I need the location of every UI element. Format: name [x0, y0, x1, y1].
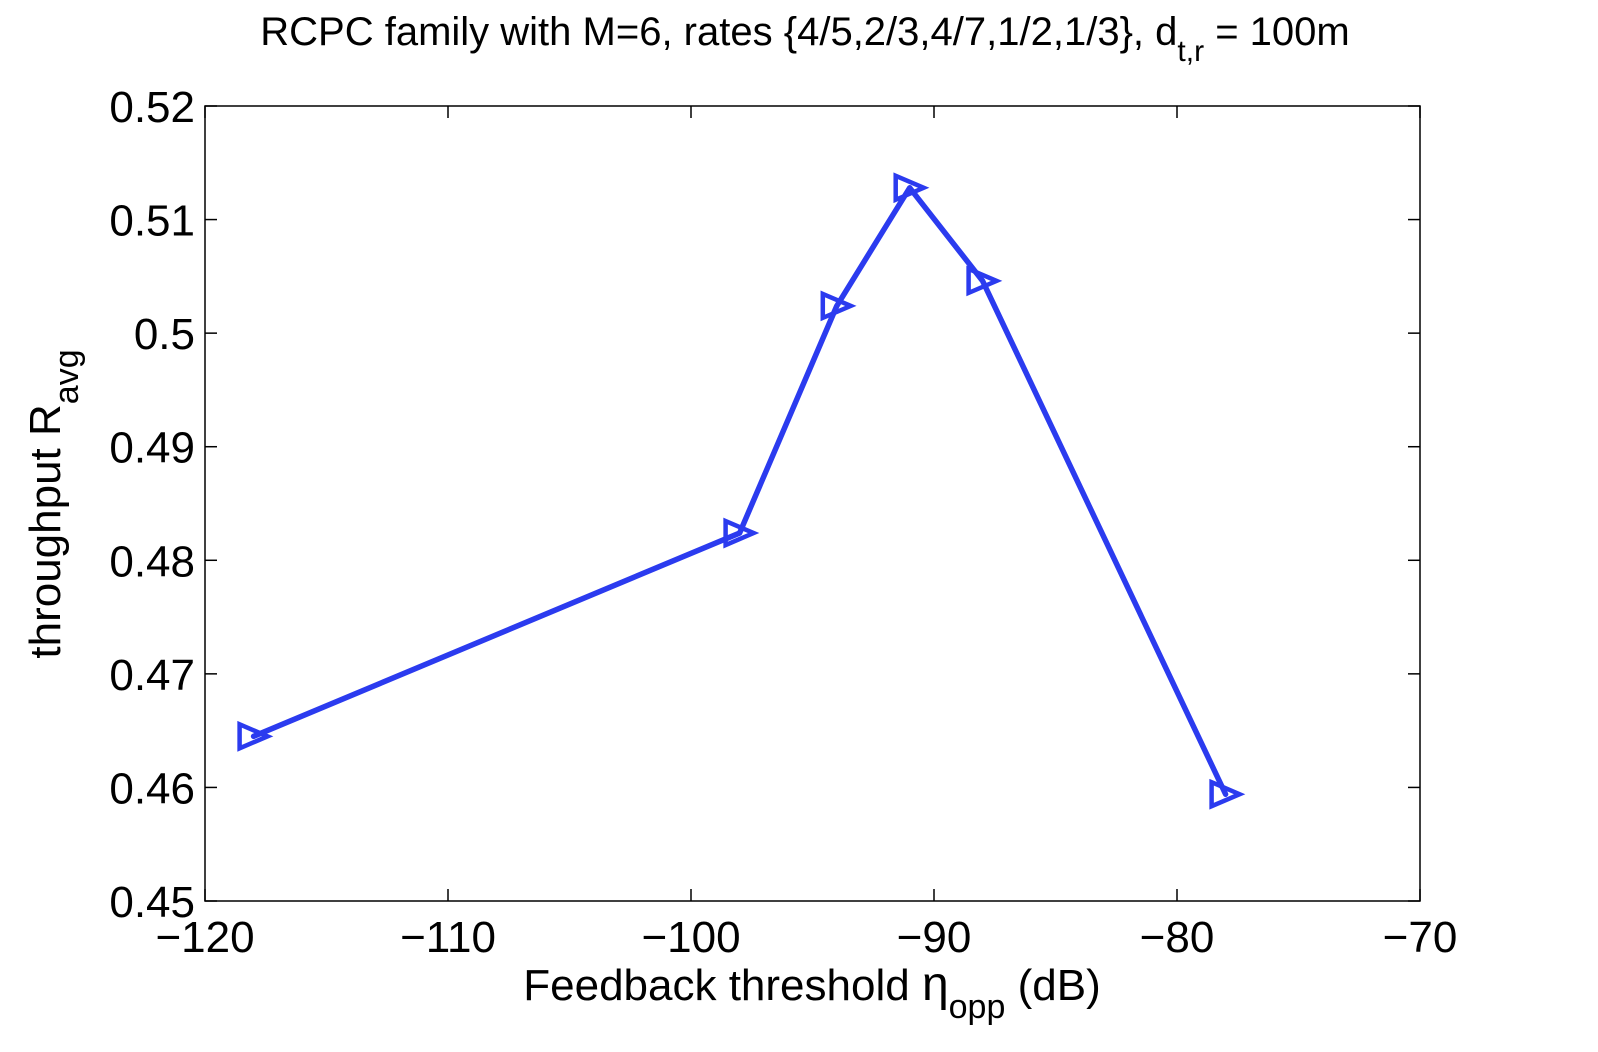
data-point-marker	[966, 265, 1003, 297]
series-group	[237, 172, 1246, 810]
y-tick-label: 0.5	[134, 310, 195, 359]
x-tick-labels: −120 −110 −100 −90 −80 −70	[155, 913, 1457, 962]
svg-text:RCPC family with M=6, rates {4: RCPC family with M=6, rates {4/5,2/3,4/7…	[260, 10, 1349, 68]
x-axis-label-subscript: opp	[949, 988, 1006, 1026]
x-axis-label: Feedback threshold ηopp (dB)	[523, 958, 1100, 1026]
x-tick-label: −80	[1140, 913, 1215, 962]
chart-title: RCPC family with M=6, rates {4/5,2/3,4/7…	[260, 10, 1349, 68]
y-tick-label: 0.45	[109, 878, 195, 927]
y-tick-label: 0.46	[109, 764, 195, 813]
chart-title-tail: = 100m	[1204, 10, 1350, 54]
chart-title-main: RCPC family with M=6, rates {4/5,2/3,4/7…	[260, 10, 1177, 54]
data-point-marker	[723, 517, 760, 549]
x-tick-label: −70	[1383, 913, 1458, 962]
chart-title-subscript: t,r	[1177, 35, 1204, 68]
x-axis-label-suffix: (dB)	[1005, 961, 1100, 1010]
y-tick-label: 0.51	[109, 197, 195, 246]
x-tick-label: −100	[641, 913, 740, 962]
x-tick-label: −120	[155, 913, 254, 962]
y-tick-label: 0.47	[109, 651, 195, 700]
y-tick-labels: 0.45 0.46 0.47 0.48 0.49 0.5 0.51 0.52	[109, 83, 195, 927]
y-axis-label-subscript: avg	[48, 349, 86, 404]
data-point-marker	[237, 720, 274, 752]
series-line	[250, 185, 1229, 797]
data-point-marker	[1209, 778, 1246, 810]
plot-area	[204, 105, 1421, 902]
data-point-marker	[893, 172, 930, 204]
x-axis-label-symbol: η	[922, 958, 949, 1011]
x-tick-label: −90	[897, 913, 972, 962]
y-tick-label: 0.48	[109, 537, 195, 586]
y-axis-label-main: throughput R	[21, 404, 70, 658]
y-tick-label: 0.49	[109, 424, 195, 473]
axis-ticks	[204, 105, 1421, 902]
y-tick-label: 0.52	[109, 83, 195, 132]
y-axis-label: throughput Ravg	[21, 349, 86, 658]
x-tick-label: −110	[400, 913, 496, 962]
data-point-marker	[820, 290, 857, 322]
x-axis-label-prefix: Feedback threshold	[523, 961, 922, 1010]
